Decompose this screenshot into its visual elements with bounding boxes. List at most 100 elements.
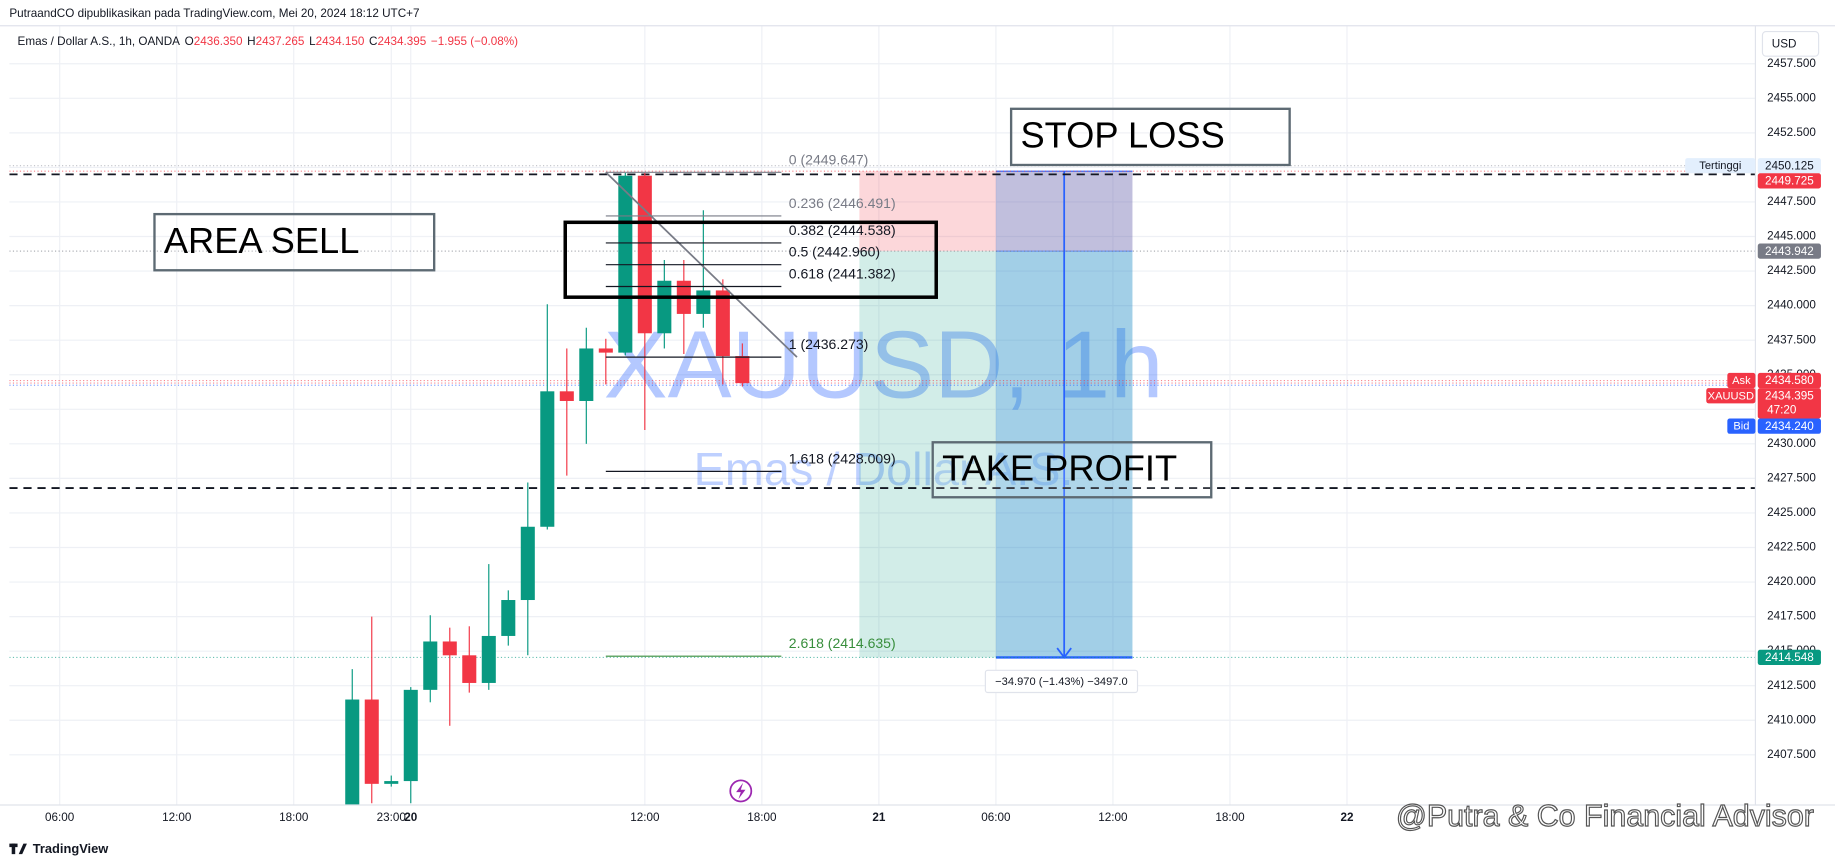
- arrow-head: [1056, 647, 1072, 659]
- y-tick-label: 2440.000: [1767, 299, 1816, 312]
- price-badge-label: 2434.240: [1765, 420, 1814, 433]
- symbol-legend: Emas / Dollar A.S., 1h, OANDA O2436.350 H2…: [18, 35, 519, 48]
- price-badge: [1757, 388, 1821, 419]
- candle-body: [696, 290, 711, 314]
- candle-body: [657, 280, 672, 334]
- candle-body: [598, 348, 613, 353]
- annotation-text: STOP LOSS: [1020, 115, 1224, 156]
- y-tick-label: 2437.500: [1767, 333, 1816, 346]
- price-badge: [1757, 418, 1821, 434]
- annotation-box: [931, 441, 1213, 499]
- legend-item: Emas / Dollar A.S., 1h, OANDA: [18, 35, 181, 48]
- candle-body: [442, 641, 457, 656]
- price-badge: [1757, 158, 1821, 174]
- price-badge-label: 2450.125: [1765, 159, 1814, 172]
- x-tick-label: 18:00: [279, 811, 309, 824]
- watermark-description: Emas / Dollar A.S.: [694, 443, 1074, 495]
- currency-button[interactable]: [1761, 31, 1820, 57]
- price-badge-tag-label: Tertinggi: [1699, 160, 1741, 172]
- annotation-box: [153, 212, 436, 272]
- legend-item: 2437.265: [256, 35, 305, 48]
- legend-item: H: [247, 35, 255, 48]
- y-tick-label: 2455.000: [1767, 91, 1816, 104]
- price-badge: [1757, 243, 1821, 259]
- y-tick-label: 2420.000: [1767, 575, 1816, 588]
- candle-body: [481, 635, 496, 683]
- fib-label: 1 (2436.273): [789, 336, 869, 352]
- candle-body: [715, 290, 730, 357]
- candle-body: [579, 348, 594, 401]
- x-tick-label: 21: [872, 811, 886, 824]
- y-tick-label: 2442.500: [1767, 264, 1816, 277]
- fib-label: 0.618 (2441.382): [789, 266, 896, 282]
- price-badge-tag-label: Ask: [1732, 375, 1751, 387]
- publisher: PutraandCO dipublikasikan pada TradingVi…: [9, 7, 419, 20]
- price-badge-label: 2443.942: [1765, 245, 1814, 258]
- x-tick-label: 22: [1340, 811, 1354, 824]
- x-tick-label: 12:00: [162, 811, 192, 824]
- candle-body: [403, 689, 418, 782]
- y-tick-label: 2445.000: [1767, 230, 1816, 243]
- annotation-text: AREA SELL: [164, 220, 360, 261]
- axes: 2407.5002410.0002412.5002415.0002417.500…: [0, 25, 1835, 833]
- candle-body: [384, 781, 399, 784]
- grid: [9, 25, 1756, 805]
- legend-item: −1.955 (−0.08%): [431, 35, 518, 48]
- price-badge-tag: [1706, 388, 1756, 404]
- legend-item: C: [369, 35, 377, 48]
- candle-body: [559, 391, 574, 401]
- candle-body: [520, 526, 535, 601]
- y-tick-label: 2447.500: [1767, 195, 1816, 208]
- y-tick-label: 2427.500: [1767, 471, 1816, 484]
- position-label: −34.970 (−1.43%) −3497.0: [995, 676, 1128, 688]
- annotation-text: TAKE PROFIT: [942, 448, 1177, 489]
- brand: TradingView: [33, 841, 110, 856]
- stop-zone: [859, 171, 1133, 252]
- candle-body: [501, 600, 516, 636]
- fib-label: 0.5 (2442.960): [789, 244, 880, 260]
- price-badge-tag: [1727, 418, 1756, 434]
- fib-label: 2.618 (2414.635): [789, 635, 896, 651]
- x-tick-label: 12:00: [630, 811, 660, 824]
- legend-item: L: [309, 35, 316, 48]
- candle-body: [345, 699, 360, 805]
- plot: XAUUSD, 1h Emas / Dollar A.S. −34.970 (−1.…: [9, 107, 1756, 805]
- y-tick-label: 2407.500: [1767, 748, 1816, 761]
- x-tick-label: 06:00: [45, 811, 75, 824]
- fib-label: 0 (2449.647): [789, 151, 869, 167]
- x-tick-label: 12:00: [1098, 811, 1128, 824]
- price-badge-tag-label: XAUUSD: [1708, 390, 1754, 402]
- x-tick-label: 23:00: [377, 811, 407, 824]
- x-tick-label: 20: [404, 811, 418, 824]
- price-badge-tag: [1685, 158, 1756, 174]
- price-badge-label: 2414.548: [1765, 651, 1814, 664]
- price-badge: [1757, 649, 1821, 666]
- price-badge-label: 2449.725: [1765, 175, 1814, 188]
- event-bolt: [736, 782, 746, 800]
- countdown: 47:20: [1767, 403, 1797, 416]
- y-tick-label: 2417.500: [1767, 610, 1816, 623]
- price-badge-label: 2434.395: [1765, 389, 1814, 402]
- y-tick-label: 2425.000: [1767, 506, 1816, 519]
- price-badge-tag: [1727, 372, 1756, 389]
- y-tick-label: 2457.500: [1767, 57, 1816, 70]
- y-tick-label: 2452.500: [1767, 126, 1816, 139]
- target-zone: [859, 251, 1133, 658]
- candle-body: [735, 356, 750, 384]
- candle-body: [637, 175, 652, 334]
- fib-zone-box: [563, 220, 938, 299]
- credit: @Putra & Co Financial Advisor: [1396, 799, 1814, 833]
- currency[interactable]: USD: [1772, 38, 1797, 51]
- legend-item: 2434.395: [377, 35, 426, 48]
- x-tick-label: 18:00: [747, 811, 777, 824]
- annotation-box: [1009, 107, 1291, 167]
- price-badge: [1757, 173, 1821, 189]
- legend-item: 2434.150: [316, 35, 365, 48]
- candle-body: [364, 699, 379, 784]
- candle-body: [423, 641, 438, 690]
- price-badge: [1757, 372, 1821, 389]
- fib-label: 0.236 (2446.491): [789, 195, 896, 211]
